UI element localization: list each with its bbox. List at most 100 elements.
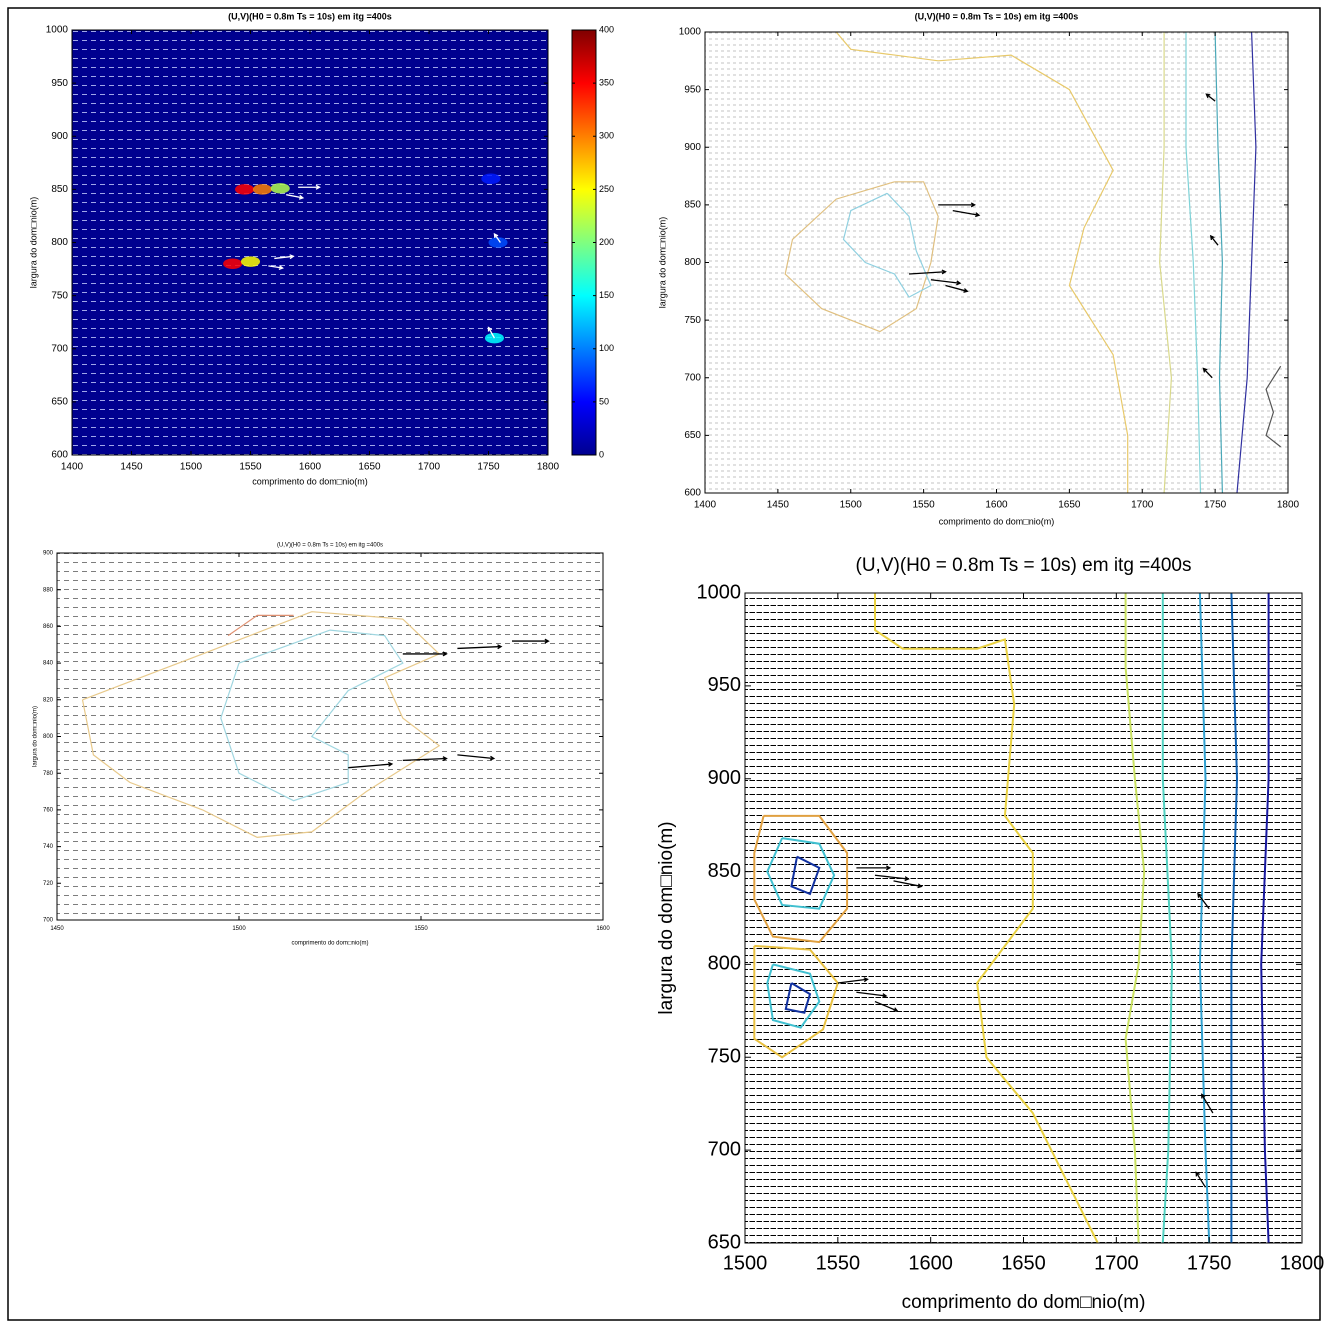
y-tick-label: 900 bbox=[51, 131, 68, 142]
chart: 1400 1450 1500 1550 1600 1650 1700 1750 18006006… bbox=[28, 11, 614, 486]
contour-line bbox=[753, 944, 839, 1059]
contour-line bbox=[874, 593, 1099, 1243]
x-tick-label: 1550 bbox=[414, 926, 428, 932]
vector-arrow bbox=[286, 194, 305, 200]
colorbar-tick-label: 300 bbox=[599, 131, 614, 141]
x-tick-label: 1750 bbox=[1204, 500, 1227, 511]
y-tick-label: 950 bbox=[708, 674, 741, 696]
plot bbox=[753, 593, 1270, 1243]
vector-arrow bbox=[457, 644, 503, 650]
vector-arrow bbox=[1201, 1093, 1214, 1114]
vector-arrow bbox=[493, 232, 501, 243]
vector-arrow bbox=[1197, 892, 1210, 910]
x-tick-label: 1600 bbox=[985, 500, 1008, 511]
vector-arrow bbox=[457, 754, 496, 761]
x-tick-label: 1700 bbox=[1131, 500, 1154, 511]
colorbar-tick-label: 400 bbox=[599, 24, 614, 34]
y-tick-label: 740 bbox=[43, 844, 54, 850]
vector-arrow bbox=[837, 977, 869, 984]
vector-arrow bbox=[298, 184, 321, 190]
x-tick-label: 1800 bbox=[537, 462, 560, 473]
y-tick-label: 750 bbox=[684, 315, 701, 326]
vector-field bbox=[745, 593, 1302, 1243]
x-tick-label: 1550 bbox=[239, 462, 262, 473]
chart: 1500 1550 1600 1650 1700 1750 1800 650 700 750 800… bbox=[656, 555, 1324, 1313]
contour-line bbox=[220, 629, 404, 802]
x-tick-label: 1450 bbox=[767, 500, 790, 511]
y-tick-label: 650 bbox=[51, 397, 68, 408]
vector-arrow bbox=[487, 326, 496, 339]
heat-cell bbox=[235, 184, 255, 195]
colorbar-tick-label: 150 bbox=[599, 290, 614, 300]
y-axis-label: largura do dom□nio(m) bbox=[656, 821, 677, 1014]
vector-arrow bbox=[909, 269, 947, 275]
y-tick-label: 780 bbox=[43, 771, 54, 777]
y-tick-label: 700 bbox=[51, 343, 68, 354]
vector-arrow bbox=[856, 865, 892, 871]
contour-line bbox=[1124, 593, 1146, 1243]
vector-arrow bbox=[268, 265, 284, 270]
y-tick-label: 860 bbox=[43, 624, 54, 630]
y-tick-label: 700 bbox=[684, 372, 701, 383]
chart-title: (U,V)(H0 = 0.8m Ts = 10s) em itg =400s bbox=[856, 555, 1192, 576]
vector-field bbox=[72, 30, 548, 455]
y-tick-label: 800 bbox=[51, 237, 68, 248]
plot bbox=[784, 32, 1282, 493]
contour-line bbox=[81, 611, 441, 839]
vector-arrow bbox=[930, 279, 962, 286]
contour-line bbox=[1159, 32, 1173, 493]
vector-arrow bbox=[402, 756, 448, 762]
y-tick-label: 650 bbox=[684, 430, 701, 441]
heat-cell bbox=[270, 183, 290, 194]
chart-title: (U,V)(H0 = 0.8m Ts = 10s) em itg =400s bbox=[915, 11, 1079, 21]
x-axis-label: comprimento do dom□nio(m) bbox=[292, 941, 369, 947]
contour-line bbox=[1198, 593, 1211, 1243]
contour-line bbox=[1185, 32, 1202, 493]
contour-line bbox=[1214, 32, 1224, 493]
colorbar-tick-label: 100 bbox=[599, 343, 614, 353]
contour-line bbox=[227, 614, 294, 637]
vector-arrow bbox=[938, 202, 976, 208]
vector-arrow bbox=[945, 284, 969, 293]
colorbar-tick-label: 250 bbox=[599, 184, 614, 194]
heat-cell bbox=[223, 258, 243, 269]
y-tick-label: 600 bbox=[51, 450, 68, 461]
x-tick-label: 1700 bbox=[1094, 1252, 1139, 1274]
vector-arrow bbox=[1195, 1171, 1207, 1188]
x-tick-label: 1750 bbox=[477, 462, 500, 473]
x-tick-label: 1650 bbox=[358, 462, 381, 473]
y-axis-label: largura do dom□nio(m) bbox=[657, 217, 667, 308]
contour-line bbox=[842, 192, 932, 298]
y-tick-label: 1000 bbox=[697, 581, 742, 603]
y-tick-label: 1000 bbox=[679, 27, 702, 38]
x-tick-label: 1700 bbox=[418, 462, 441, 473]
chart: 1450 1500 1550 1600 700 720 740 760 780 800 820 840… bbox=[33, 543, 611, 947]
heat-cell bbox=[488, 237, 508, 248]
colorbar-tick-label: 50 bbox=[599, 396, 609, 406]
y-tick-label: 700 bbox=[43, 918, 54, 924]
x-tick-label: 1500 bbox=[180, 462, 203, 473]
contour-line bbox=[1265, 365, 1282, 448]
y-tick-label: 800 bbox=[43, 734, 54, 740]
y-axis-label: largura do dom□nio(m) bbox=[33, 706, 39, 767]
vector-arrow bbox=[402, 651, 448, 657]
contour-line bbox=[753, 814, 849, 944]
x-tick-label: 1400 bbox=[61, 462, 84, 473]
x-axis-label: comprimento do dom□nio(m) bbox=[252, 476, 367, 486]
x-tick-label: 1600 bbox=[908, 1252, 953, 1274]
contour-line bbox=[766, 963, 821, 1029]
y-tick-label: 650 bbox=[708, 1231, 741, 1253]
y-tick-label: 800 bbox=[708, 953, 741, 975]
contour-line bbox=[766, 837, 836, 910]
x-axis-label: comprimento do dom□nio(m) bbox=[902, 1292, 1146, 1313]
contour-line bbox=[1260, 593, 1270, 1243]
y-tick-label: 800 bbox=[684, 257, 701, 268]
x-tick-label: 1800 bbox=[1280, 1252, 1325, 1274]
y-tick-label: 600 bbox=[684, 488, 701, 499]
x-tick-label: 1650 bbox=[1058, 500, 1081, 511]
colorbar bbox=[571, 29, 597, 456]
y-tick-label: 840 bbox=[43, 661, 54, 667]
y-tick-label: 900 bbox=[708, 767, 741, 789]
vector-field bbox=[705, 32, 1288, 493]
